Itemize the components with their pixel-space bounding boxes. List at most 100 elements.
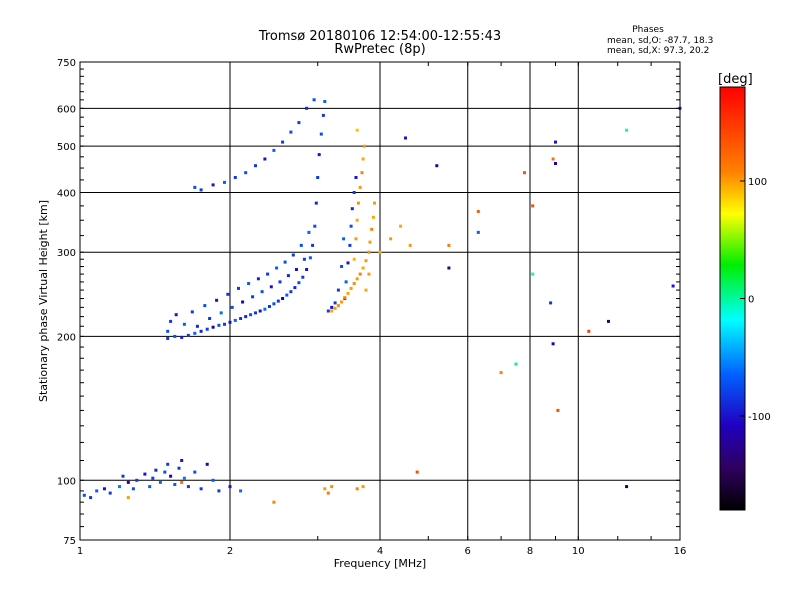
y-axis-label: Stationary phase Virtual Height [km] [37,200,50,402]
phase-point [158,480,162,484]
phase-point [223,180,226,184]
phase-point [219,311,223,315]
y-tick-label: 200 [57,332,76,343]
phase-point [143,472,147,476]
phase-point [305,268,309,271]
phase-point [195,324,199,328]
colorbar-tick-label: 0 [748,295,754,306]
phase-point [326,491,330,495]
phase-point [118,485,121,489]
phase-point [166,329,170,333]
phase-point [163,470,167,474]
phase-point [354,237,358,241]
phase-point [447,243,451,247]
phase-point [254,311,257,315]
phase-point [399,224,403,228]
phase-point [177,466,181,470]
phase-point [169,319,173,323]
x-tick-label: 2 [227,546,233,557]
phase-point [340,300,344,304]
phase-point [251,295,255,299]
phase-point [344,280,348,284]
chart-title: Tromsø 20180106 12:54:00-12:55:43 [258,29,501,44]
phase-point [301,275,305,279]
phase-point [415,470,419,474]
phase-point [349,224,353,228]
phase-point [193,185,197,189]
phase-point [174,313,178,317]
phase-point [323,100,327,103]
chart-subtitle: RwPretec (8p) [334,42,425,57]
phase-point [289,130,293,134]
phase-point [333,306,337,310]
y-tick-label: 100 [57,476,76,487]
phase-point [190,310,194,314]
phase-point [361,157,365,161]
phase-point [330,305,334,309]
x-tick-label: 8 [527,546,533,557]
phase-point [355,487,359,491]
phase-point [276,299,280,303]
phase-point [217,323,221,327]
y-tick-label: 750 [57,58,76,69]
phase-point [326,309,330,313]
phase-point [180,335,184,339]
phase-point [217,489,221,493]
phase-point [173,334,177,338]
axis-ticks: 1 2 4 6 8 10 16 75 100 200 300 400 500 600 750 [57,58,686,557]
phase-point [317,153,321,157]
phase-point [244,171,248,175]
phase-point [182,476,186,480]
phase-point [186,333,190,337]
phase-point [499,371,503,375]
phase-point [554,162,557,165]
phase-point [316,176,320,179]
phase-point [305,106,309,110]
colorbar-label: [deg] [718,72,753,87]
phase-point [319,132,323,136]
phase-point [323,487,327,491]
y-tick-label: 300 [57,248,76,259]
phase-point [349,286,353,290]
phase-point [244,315,248,319]
phase-point [625,128,629,132]
phase-point [239,489,243,493]
phase-point [342,237,346,241]
phase-point [199,188,203,192]
phase-point [293,286,297,290]
phase-point [551,342,555,346]
phase-point [514,362,518,366]
phase-point [311,243,315,247]
phase-point [199,487,203,491]
x-axis-label: Frequency [MHz] [334,557,426,570]
phase-point [371,215,375,219]
phase-point [199,329,203,333]
stats-line-x: mean, sd,X: 97.3, 20.2 [607,46,709,56]
phase-point [126,480,130,484]
phase-point [272,500,276,504]
phase-point [268,305,271,308]
phase-point [211,183,215,187]
phase-point [355,218,359,222]
phase-point [523,171,526,175]
phase-point [173,483,177,486]
x-tick-label: 16 [674,546,687,557]
phase-point [281,140,285,144]
colorbar-tick-label: -100 [748,412,771,423]
phase-point [272,148,276,152]
phase-point [314,201,318,205]
phase-point [148,485,152,489]
phase-point [607,319,610,323]
phase-point [169,474,173,478]
phase-point [336,288,340,292]
phase-point [297,121,301,125]
phase-point [211,478,215,482]
phase-point [208,317,212,320]
phase-point [333,301,337,305]
phase-point [193,331,197,335]
phase-point [340,265,344,268]
phase-point [370,227,374,231]
x-tick-label: 6 [465,546,471,557]
phase-point [295,268,298,271]
x-tick-label: 4 [377,546,383,557]
